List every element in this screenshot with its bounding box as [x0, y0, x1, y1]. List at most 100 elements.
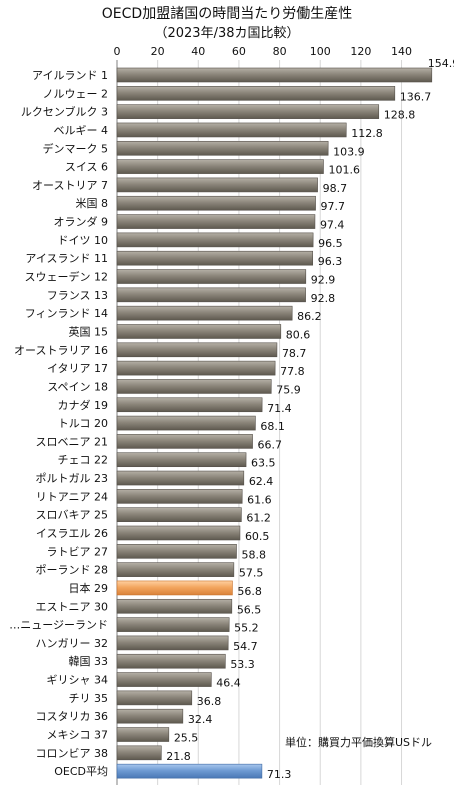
- category-label: ベルギー 4: [54, 124, 109, 137]
- value-label: 63.5: [251, 457, 276, 470]
- bar: [116, 708, 184, 724]
- value-label: 46.4: [216, 677, 241, 690]
- bar: [116, 562, 235, 577]
- bar: [116, 489, 243, 504]
- value-label: 136.7: [400, 90, 432, 103]
- bar: [116, 434, 253, 449]
- category-label: …ニュージーランド: [9, 619, 108, 632]
- value-label: 71.3: [267, 768, 292, 781]
- bar: [116, 86, 396, 101]
- value-label: 60.5: [245, 530, 269, 543]
- category-label: コロンビア 38: [36, 747, 109, 760]
- x-tick-label: 40: [191, 45, 205, 58]
- bars: [116, 67, 433, 779]
- category-label: ドイツ 10: [58, 234, 109, 247]
- bar: [116, 507, 242, 522]
- value-label: 86.2: [297, 310, 322, 323]
- bar: [116, 104, 380, 119]
- value-label: 97.7: [321, 200, 346, 213]
- category-label: エストニア 30: [36, 600, 109, 613]
- value-label: 98.7: [323, 182, 348, 195]
- x-tick-label: 100: [310, 45, 331, 58]
- value-label: 128.8: [384, 109, 416, 122]
- value-label: 54.7: [233, 640, 258, 653]
- bar: [116, 470, 245, 486]
- category-label: ギリシャ 34: [47, 674, 109, 687]
- bar: [116, 690, 193, 706]
- bar: [116, 635, 229, 651]
- category-label: スロバキア 25: [36, 509, 109, 522]
- bar: [116, 598, 233, 614]
- value-label: 21.8: [166, 750, 191, 763]
- value-label: 68.1: [260, 420, 285, 433]
- bar: [116, 397, 263, 413]
- category-label: オーストリア 7: [32, 179, 108, 192]
- bar: [116, 544, 237, 559]
- bar: [116, 140, 329, 156]
- bar: [116, 415, 256, 431]
- bar: [116, 745, 162, 761]
- category-label: イタリア 17: [47, 362, 108, 375]
- category-label: 韓国 33: [69, 655, 109, 668]
- category-label: フィンランド 14: [25, 307, 108, 320]
- value-label: 92.8: [311, 292, 336, 305]
- category-label: オランダ 9: [54, 215, 109, 229]
- bar: [116, 653, 226, 669]
- category-label: スロベニア 21: [36, 435, 109, 448]
- value-label: 96.3: [318, 255, 343, 268]
- category-label: リトアニア 24: [36, 490, 108, 503]
- category-label: アイスランド 11: [25, 252, 108, 265]
- bar: [116, 177, 318, 193]
- category-label: ノルウェー 2: [43, 87, 109, 100]
- x-tick-label: 20: [151, 45, 165, 58]
- value-label: 78.7: [282, 347, 307, 360]
- category-label: メキシコ 37: [47, 729, 109, 742]
- value-label: 66.7: [258, 438, 283, 451]
- category-label: コスタリカ 36: [36, 710, 109, 723]
- value-label: 112.8: [351, 127, 383, 140]
- x-tick-label: 80: [273, 45, 287, 58]
- value-label: 61.6: [247, 493, 272, 506]
- value-label: 25.5: [174, 732, 199, 745]
- category-label: スウェーデン 12: [25, 270, 109, 284]
- category-label: トルコ 20: [58, 417, 108, 430]
- x-tick-label: 0: [114, 45, 121, 58]
- value-label: 36.8: [197, 695, 222, 708]
- category-label: アイルランド 1: [32, 69, 108, 82]
- value-label: 58.8: [241, 548, 265, 561]
- category-label: OECD平均: [54, 765, 108, 778]
- category-label: ハンガリー 32: [36, 637, 109, 650]
- category-label: チェコ 22: [58, 454, 109, 467]
- value-label: 61.2: [246, 512, 271, 525]
- category-label: 日本 29: [69, 581, 109, 595]
- value-label: 96.5: [318, 237, 343, 250]
- x-tick-label: 120: [350, 45, 371, 58]
- value-label: 101.6: [328, 164, 360, 177]
- category-label: 英国 15: [69, 324, 109, 338]
- x-tick-label: 140: [391, 45, 412, 58]
- category-label: ラトビア 27: [47, 545, 109, 558]
- value-label: 55.2: [234, 622, 259, 635]
- value-label: 75.9: [276, 383, 301, 396]
- category-label: 米国 8: [76, 197, 109, 210]
- category-label: デンマーク 5: [43, 141, 109, 155]
- bar: [116, 617, 230, 632]
- category-label: ポーランド 28: [36, 564, 109, 577]
- value-label: 53.3: [230, 658, 255, 671]
- value-label: 80.6: [286, 328, 311, 341]
- value-label: 57.5: [239, 567, 264, 580]
- bar: [116, 672, 212, 687]
- unit-note: 単位：購買力平価換算USドル: [285, 735, 432, 749]
- bar: [116, 525, 241, 541]
- category-labels: アイルランド 1 ノルウェー 2 ルクセンブルク 3 ベルギー 4 デンマーク 5 スイス…: [9, 69, 108, 778]
- category-label: スイス 6: [65, 161, 108, 174]
- category-label: ポルトガル 23: [36, 472, 109, 485]
- value-label: 97.4: [320, 219, 345, 232]
- value-label: 92.9: [311, 274, 336, 287]
- bar: [116, 360, 276, 376]
- bar: [116, 232, 314, 248]
- category-label: オーストラリア 16: [14, 344, 108, 357]
- bar: [116, 269, 307, 284]
- category-label: スペイン 18: [47, 380, 108, 393]
